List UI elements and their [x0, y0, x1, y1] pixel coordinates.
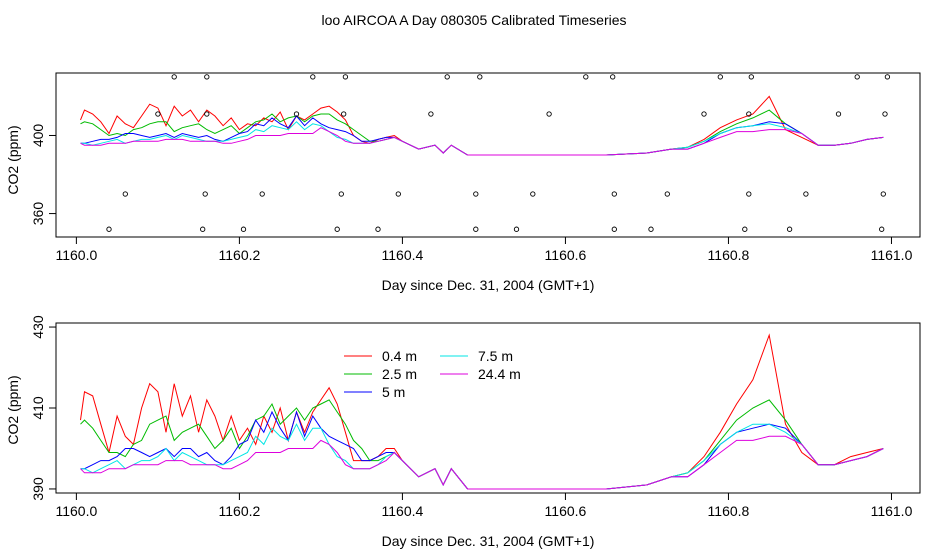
status-marker	[477, 74, 483, 80]
status-marker	[171, 74, 177, 80]
legend-label: 7.5 m	[478, 348, 513, 364]
status-marker	[879, 226, 885, 232]
status-marker	[293, 111, 300, 117]
status-marker	[611, 191, 617, 197]
bottom-y-axis-label: CO2 (ppm)	[5, 375, 21, 444]
status-marker	[338, 191, 344, 197]
series-line-2-5-m	[80, 109, 884, 156]
top-y-axis-label: CO2 (ppm)	[5, 125, 21, 194]
status-marker	[155, 111, 161, 117]
status-marker	[610, 74, 616, 80]
status-marker	[701, 111, 707, 117]
y-tick-label: 410	[30, 396, 46, 420]
status-marker	[204, 111, 210, 117]
series-line-0-4-m	[80, 95, 884, 156]
status-marker	[473, 226, 479, 232]
status-marker	[742, 226, 748, 232]
status-marker	[748, 74, 754, 80]
y-tick-label: 430	[30, 315, 46, 339]
top-x-axis-label: Day since Dec. 31, 2004 (GMT+1)	[382, 277, 595, 293]
status-marker	[240, 226, 247, 232]
x-tick-label: 1160.6	[545, 247, 587, 263]
legend-label: 5 m	[382, 384, 405, 400]
top-panel: 1160.0 1160.2 1160.4 1160.6 1160.8 1161.0 360…	[5, 72, 921, 293]
bottom-panel: 1160.0 1160.2 1160.4 1160.6 1160.8 1161.0 390…	[5, 315, 921, 549]
x-tick-label: 1160.0	[55, 503, 97, 519]
series-line-0-4-m	[80, 333, 884, 490]
status-marker	[803, 191, 809, 197]
series-line-24-4-m	[80, 435, 884, 490]
x-tick-label: 1161.0	[871, 247, 913, 263]
series-line-7-5-m	[80, 423, 884, 490]
legend-label: 24.4 m	[478, 366, 521, 382]
status-marker	[882, 111, 888, 117]
figure-title: loo AIRCOA A Day 080305 Calibrated Times…	[321, 12, 626, 28]
x-tick-label: 1160.8	[708, 503, 750, 519]
bottom-y-axis: 390 410 430	[30, 315, 56, 501]
x-tick-label: 1160.0	[55, 247, 97, 263]
status-marker	[546, 111, 552, 117]
top-status-markers	[106, 74, 891, 232]
y-tick-label: 390	[30, 477, 46, 501]
bottom-series-lines	[80, 333, 884, 490]
status-marker	[259, 191, 265, 197]
status-marker	[395, 191, 401, 197]
top-y-axis: 360 400	[30, 124, 56, 226]
bottom-x-axis: 1160.0 1160.2 1160.4 1160.6 1160.8 1161.0	[55, 493, 913, 519]
status-marker	[375, 226, 381, 232]
status-marker	[513, 226, 520, 232]
status-marker	[200, 226, 206, 232]
status-marker	[428, 111, 434, 117]
series-line-5-m	[80, 410, 884, 490]
x-tick-label: 1160.4	[382, 247, 424, 263]
status-marker	[341, 111, 347, 117]
status-marker	[310, 74, 316, 80]
status-marker	[880, 191, 886, 197]
status-marker	[583, 74, 589, 80]
status-marker	[884, 74, 891, 80]
y-tick-label: 400	[30, 124, 46, 148]
legend: 0.4 m 2.5 m 5 m 7.5 m 24.4 m	[344, 348, 521, 400]
y-tick-label: 360	[30, 202, 46, 226]
x-tick-label: 1160.8	[708, 247, 750, 263]
status-marker	[611, 226, 617, 232]
status-marker	[106, 226, 112, 232]
top-plot-frame	[55, 72, 921, 238]
top-series-lines	[80, 95, 884, 156]
status-marker	[786, 226, 793, 232]
status-marker	[854, 74, 860, 80]
series-line-7-5-m	[80, 121, 884, 156]
status-marker	[473, 191, 479, 197]
x-tick-label: 1161.0	[871, 503, 913, 519]
status-marker	[746, 191, 752, 197]
status-marker	[342, 74, 349, 80]
status-marker	[204, 74, 210, 80]
status-marker	[530, 191, 536, 197]
status-marker	[334, 226, 340, 232]
legend-label: 2.5 m	[382, 366, 417, 382]
x-tick-label: 1160.4	[382, 503, 424, 519]
x-tick-label: 1160.2	[219, 247, 261, 263]
x-tick-label: 1160.2	[219, 503, 261, 519]
status-marker	[122, 191, 128, 197]
series-line-24-4-m	[80, 127, 884, 156]
series-line-5-m	[80, 115, 884, 156]
status-marker	[664, 191, 670, 197]
status-marker	[444, 74, 450, 80]
bottom-x-axis-label: Day since Dec. 31, 2004 (GMT+1)	[382, 533, 595, 549]
status-marker	[746, 111, 752, 117]
series-line-2-5-m	[80, 399, 884, 490]
status-marker	[717, 74, 723, 80]
legend-label: 0.4 m	[382, 348, 417, 364]
status-marker	[648, 226, 654, 232]
status-marker	[835, 111, 842, 117]
top-x-axis: 1160.0 1160.2 1160.4 1160.6 1160.8 1161.0	[55, 237, 913, 263]
status-marker	[202, 191, 208, 197]
x-tick-label: 1160.6	[545, 503, 587, 519]
